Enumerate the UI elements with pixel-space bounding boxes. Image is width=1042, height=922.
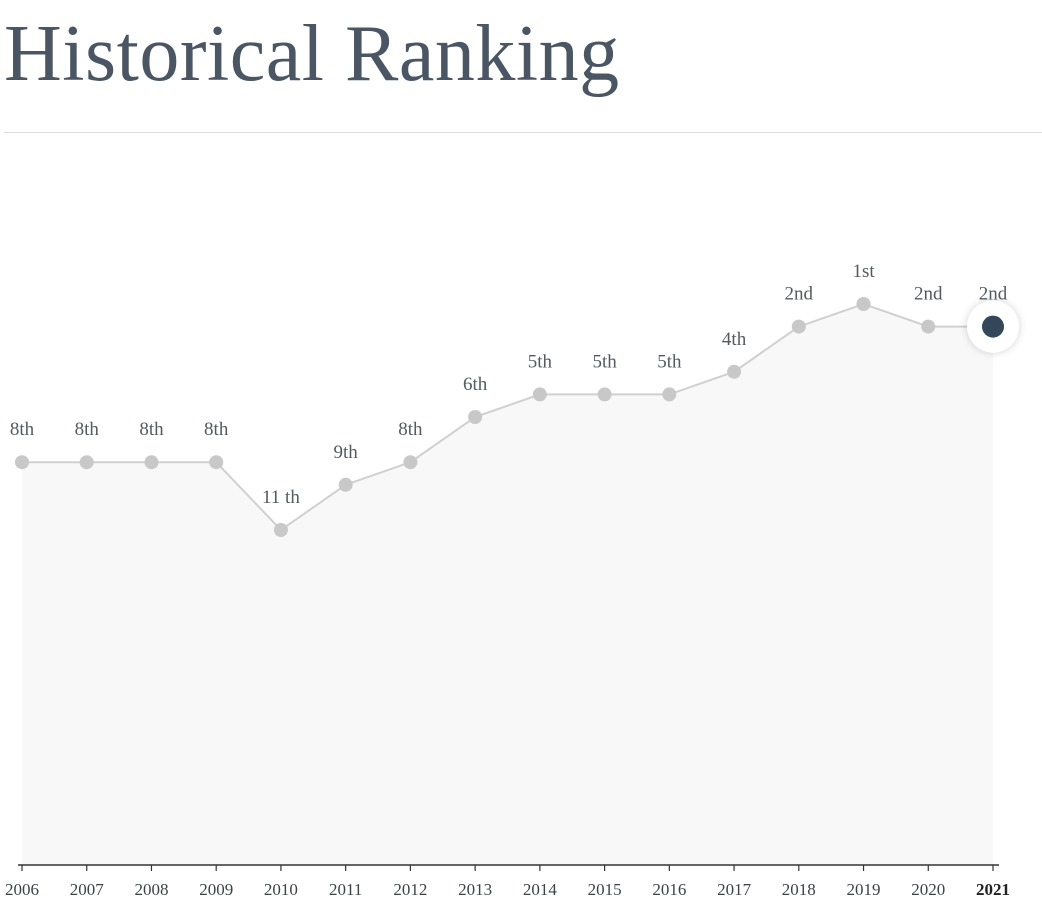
data-point (856, 297, 871, 311)
rank-data-label: 5th (657, 351, 682, 372)
rank-data-label: 2nd (785, 284, 814, 305)
data-point (15, 455, 29, 470)
rank-data-label: 8th (139, 419, 164, 440)
x-tick-label: 2018 (782, 880, 816, 899)
rank-data-label: 8th (75, 419, 100, 440)
data-point (532, 387, 547, 402)
title-divider (4, 132, 1042, 133)
x-tick-label: 2007 (70, 880, 105, 899)
x-tick-label: 2010 (264, 880, 298, 899)
x-tick-label: 2008 (134, 880, 168, 899)
rank-data-label: 5th (528, 351, 553, 372)
data-point (338, 477, 353, 492)
ranking-series-line (22, 302, 993, 532)
rank-data-label: 5th (592, 351, 617, 372)
rank-data-label: 8th (204, 419, 229, 440)
rank-data-label: 6th (463, 374, 488, 395)
page-title: Historical Ranking (4, 10, 620, 98)
rank-data-label: 8th (10, 419, 35, 440)
x-tick-label: 2009 (199, 880, 233, 899)
rank-data-label: 2nd (914, 284, 943, 305)
data-point-current (982, 315, 1004, 338)
chart-area-fill (22, 304, 993, 865)
x-tick-label: 2021 (976, 880, 1010, 899)
data-point (209, 455, 224, 470)
data-point (791, 319, 806, 334)
rank-data-label: 11 th (262, 487, 300, 508)
rank-data-label: 1st (852, 261, 875, 282)
data-point (144, 455, 159, 470)
data-point (468, 410, 483, 424)
data-point (79, 455, 94, 470)
x-tick-label: 2006 (5, 880, 39, 899)
data-point (597, 387, 612, 402)
x-tick-label: 2020 (911, 880, 945, 899)
x-tick-label: 2014 (523, 880, 558, 899)
x-tick-label: 2011 (329, 880, 362, 899)
rank-data-label: 8th (398, 419, 423, 440)
data-point (273, 523, 288, 537)
x-tick-label: 2012 (393, 880, 427, 899)
x-tick-label: 2017 (717, 880, 752, 899)
x-tick-label: 2019 (847, 880, 881, 899)
x-tick-label: 2015 (588, 880, 622, 899)
rank-data-label: 4th (722, 329, 747, 350)
rank-data-label: 9th (334, 442, 359, 463)
x-tick-label: 2013 (458, 880, 492, 899)
rank-data-label: 2nd (979, 284, 1008, 305)
data-point (403, 455, 418, 470)
data-point (727, 364, 742, 379)
data-point (921, 319, 936, 334)
x-tick-label: 2016 (652, 880, 686, 899)
data-point (662, 387, 677, 402)
